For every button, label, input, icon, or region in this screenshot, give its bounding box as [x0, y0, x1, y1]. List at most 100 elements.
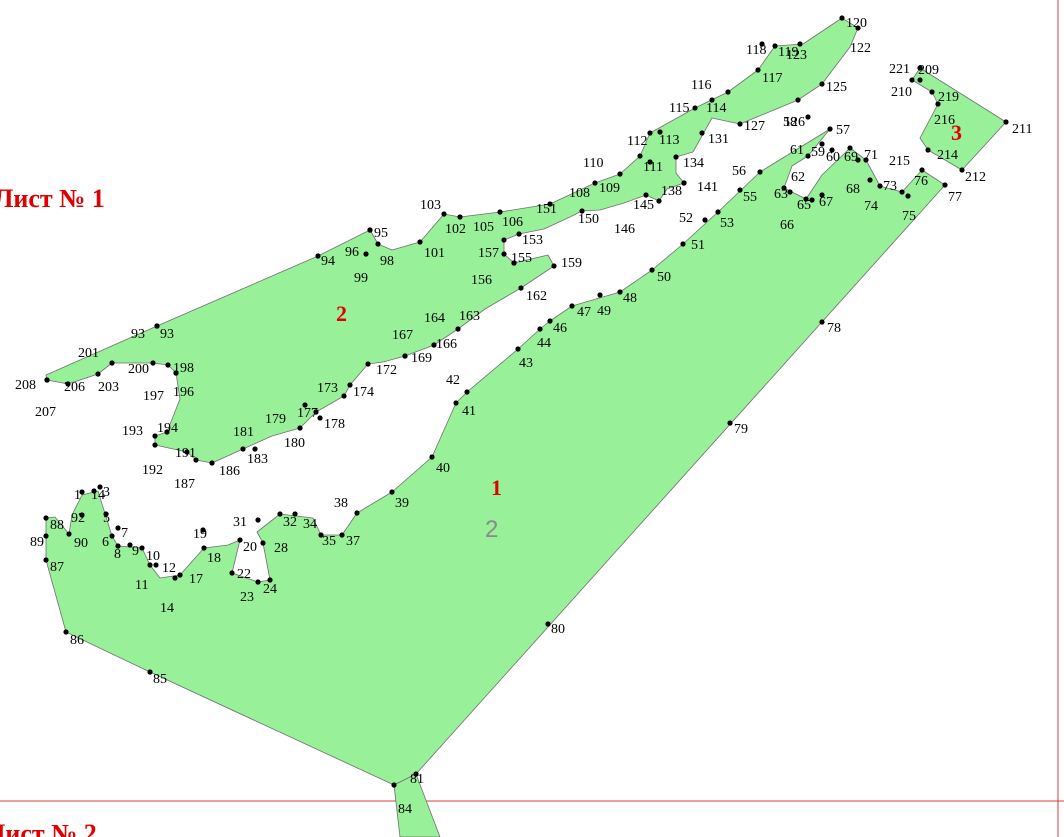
survey-point-marker[interactable]: [592, 180, 598, 186]
survey-point-marker[interactable]: [551, 263, 557, 269]
survey-point-marker[interactable]: [341, 393, 347, 399]
survey-point-marker[interactable]: [787, 189, 793, 195]
survey-point-marker[interactable]: [547, 201, 553, 207]
survey-point-marker[interactable]: [827, 126, 833, 132]
survey-point-marker[interactable]: [839, 15, 845, 21]
survey-point-marker[interactable]: [389, 489, 395, 495]
survey-point-marker[interactable]: [431, 342, 437, 348]
survey-point-marker[interactable]: [819, 81, 825, 87]
survey-point-marker[interactable]: [917, 65, 923, 71]
survey-point-marker[interactable]: [657, 129, 663, 135]
survey-point-marker[interactable]: [209, 460, 215, 466]
survey-point-marker[interactable]: [699, 130, 705, 136]
survey-point-marker[interactable]: [518, 285, 524, 291]
survey-point-marker[interactable]: [829, 147, 835, 153]
survey-point-marker[interactable]: [97, 484, 103, 490]
survey-point-marker[interactable]: [692, 105, 698, 111]
survey-point-marker[interactable]: [501, 237, 507, 243]
survey-point-marker[interactable]: [917, 77, 923, 83]
survey-point-marker[interactable]: [797, 41, 803, 47]
survey-point-marker[interactable]: [569, 303, 575, 309]
survey-point-marker[interactable]: [43, 533, 49, 539]
survey-point-marker[interactable]: [441, 211, 447, 217]
survey-point-marker[interactable]: [347, 382, 353, 388]
survey-point-marker[interactable]: [935, 101, 941, 107]
survey-point-marker[interactable]: [240, 446, 246, 452]
survey-point-marker[interactable]: [315, 253, 321, 259]
survey-point-marker[interactable]: [929, 89, 935, 95]
survey-point-marker[interactable]: [363, 251, 369, 257]
survey-point-marker[interactable]: [455, 326, 461, 332]
survey-point-marker[interactable]: [656, 198, 662, 204]
survey-point-marker[interactable]: [737, 187, 743, 193]
survey-point-marker[interactable]: [165, 362, 171, 368]
survey-point-marker[interactable]: [647, 130, 653, 136]
survey-point-marker[interactable]: [200, 527, 206, 533]
survey-point-marker[interactable]: [617, 289, 623, 295]
survey-point-marker[interactable]: [819, 192, 825, 198]
survey-point-marker[interactable]: [193, 457, 199, 463]
survey-point-marker[interactable]: [391, 782, 397, 788]
survey-point-marker[interactable]: [855, 25, 861, 31]
survey-point-marker[interactable]: [715, 209, 721, 215]
survey-point-marker[interactable]: [109, 360, 115, 366]
survey-point-marker[interactable]: [819, 319, 825, 325]
survey-point-marker[interactable]: [899, 189, 905, 195]
survey-point-marker[interactable]: [643, 192, 649, 198]
survey-point-marker[interactable]: [402, 353, 408, 359]
survey-point-marker[interactable]: [109, 533, 115, 539]
survey-point-marker[interactable]: [649, 267, 655, 273]
survey-point-marker[interactable]: [759, 41, 765, 47]
parcel-1-polygon[interactable]: [45, 128, 946, 786]
survey-point-marker[interactable]: [755, 67, 761, 73]
survey-point-marker[interactable]: [680, 241, 686, 247]
survey-point-marker[interactable]: [413, 771, 419, 777]
survey-point-marker[interactable]: [673, 154, 679, 160]
survey-point-marker[interactable]: [727, 420, 733, 426]
survey-point-marker[interactable]: [905, 193, 911, 199]
survey-point-marker[interactable]: [63, 629, 69, 635]
survey-point-marker[interactable]: [292, 511, 298, 517]
survey-point-marker[interactable]: [417, 239, 423, 245]
survey-point-marker[interactable]: [497, 209, 503, 215]
survey-point-marker[interactable]: [537, 326, 543, 332]
survey-point-marker[interactable]: [201, 545, 207, 551]
survey-point-marker[interactable]: [516, 231, 522, 237]
survey-point-marker[interactable]: [354, 510, 360, 516]
survey-point-marker[interactable]: [959, 167, 965, 173]
survey-point-marker[interactable]: [164, 429, 170, 435]
survey-point-marker[interactable]: [127, 542, 133, 548]
survey-point-marker[interactable]: [809, 197, 815, 203]
survey-point-marker[interactable]: [365, 361, 371, 367]
survey-point-marker[interactable]: [255, 579, 261, 585]
survey-point-marker[interactable]: [147, 669, 153, 675]
survey-point-marker[interactable]: [909, 77, 915, 83]
survey-point-marker[interactable]: [115, 525, 121, 531]
survey-point-marker[interactable]: [255, 517, 261, 523]
survey-point-marker[interactable]: [313, 409, 319, 415]
survey-point-marker[interactable]: [847, 145, 853, 151]
survey-point-marker[interactable]: [919, 167, 925, 173]
survey-point-marker[interactable]: [757, 169, 763, 175]
survey-point-marker[interactable]: [702, 217, 708, 223]
survey-point-marker[interactable]: [297, 425, 303, 431]
survey-point-marker[interactable]: [302, 402, 308, 408]
parcel-3-polygon[interactable]: [911, 67, 1007, 171]
survey-point-marker[interactable]: [725, 89, 731, 95]
survey-point-marker[interactable]: [803, 196, 809, 202]
survey-point-marker[interactable]: [95, 371, 101, 377]
survey-point-marker[interactable]: [91, 488, 97, 494]
survey-point-marker[interactable]: [44, 377, 50, 383]
survey-point-marker[interactable]: [597, 292, 603, 298]
survey-point-marker[interactable]: [855, 157, 861, 163]
survey-point-marker[interactable]: [805, 153, 811, 159]
survey-point-marker[interactable]: [339, 532, 345, 538]
survey-point-marker[interactable]: [177, 572, 183, 578]
survey-point-marker[interactable]: [515, 346, 521, 352]
survey-point-marker[interactable]: [579, 208, 585, 214]
survey-point-marker[interactable]: [637, 153, 643, 159]
survey-point-marker[interactable]: [805, 114, 811, 120]
survey-point-marker[interactable]: [545, 621, 551, 627]
survey-point-marker[interactable]: [457, 214, 463, 220]
survey-point-marker[interactable]: [819, 141, 825, 147]
